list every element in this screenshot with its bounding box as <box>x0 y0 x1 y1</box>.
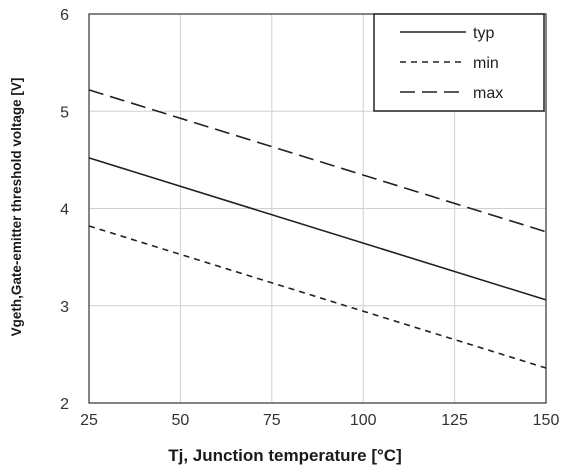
legend-label-typ: typ <box>473 25 494 42</box>
x-tick-label: 125 <box>441 412 468 429</box>
y-axis-title: Vgeth,Gate-emitter threshold voltage [V] <box>9 78 24 337</box>
x-tick-label: 25 <box>80 412 98 429</box>
legend-label-min: min <box>473 55 499 72</box>
series-line-min <box>88 225 547 369</box>
plot-area-frame <box>88 13 547 404</box>
x-axis-title: Tj, Junction temperature [°C] <box>168 446 401 465</box>
y-tick-label: 2 <box>60 396 69 413</box>
y-tick-label: 4 <box>60 202 69 219</box>
x-tick-label: 50 <box>172 412 190 429</box>
series-line-typ <box>88 157 547 301</box>
legend-label-max: max <box>473 85 503 102</box>
x-tick-label: 150 <box>533 412 560 429</box>
series-lines <box>88 89 547 369</box>
y-tick-label: 3 <box>60 299 69 316</box>
series-line-max <box>88 89 547 233</box>
x-tick-label: 75 <box>263 412 281 429</box>
tick-labels: 25 50 75 100 125 150 2 3 4 5 6 <box>60 7 559 429</box>
legend: typ min max <box>373 13 545 112</box>
y-tick-label: 6 <box>60 7 69 24</box>
y-tick-label: 5 <box>60 104 69 121</box>
x-tick-label: 100 <box>350 412 377 429</box>
